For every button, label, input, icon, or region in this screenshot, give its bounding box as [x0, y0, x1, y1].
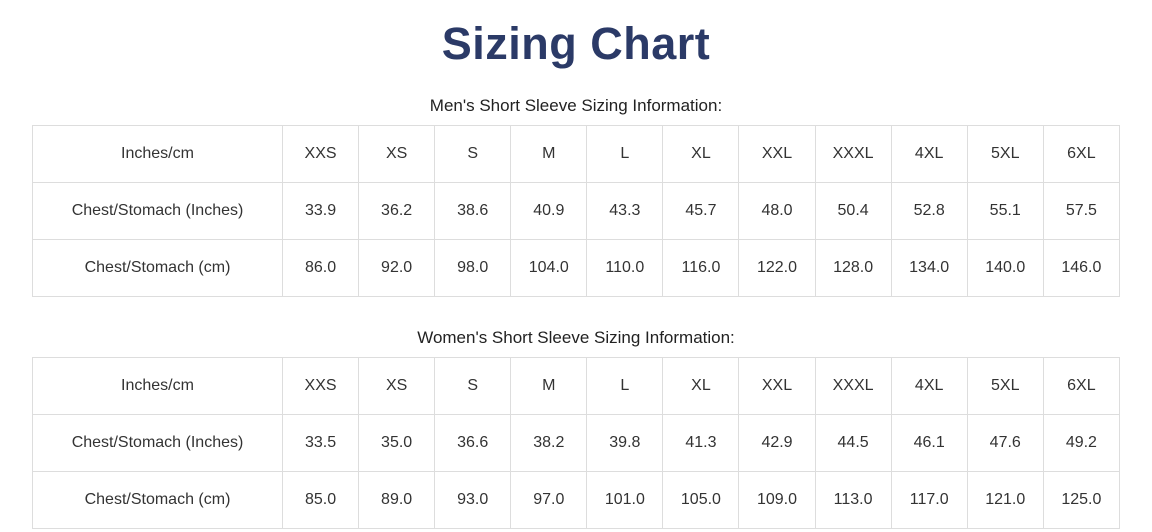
row-label-cell: Chest/Stomach (Inches)	[32, 414, 283, 472]
measurement-cell: 50.4	[814, 182, 892, 240]
size-header-cell: M	[510, 357, 588, 415]
size-header-cell: 6XL	[1042, 357, 1121, 415]
measurement-row: Chest/Stomach (cm) 86.0 92.0 98.0 104.0 110.0…	[32, 239, 1121, 297]
measurement-cell: 117.0	[890, 471, 968, 529]
measurement-cell: 40.9	[510, 182, 588, 240]
measurement-cell: 55.1	[966, 182, 1044, 240]
measurement-cell: 121.0	[966, 471, 1044, 529]
measurement-cell: 35.0	[358, 414, 436, 472]
size-header-cell: 5XL	[966, 357, 1044, 415]
measurement-cell: 101.0	[586, 471, 664, 529]
units-header-cell: Inches/cm	[32, 125, 283, 183]
size-header-cell: XXS	[281, 357, 360, 415]
measurement-cell: 110.0	[586, 239, 664, 297]
row-label-cell: Chest/Stomach (cm)	[32, 239, 283, 297]
measurement-cell: 109.0	[738, 471, 816, 529]
measurement-cell: 36.2	[358, 182, 436, 240]
size-header-cell: XXS	[281, 125, 360, 183]
measurement-cell: 52.8	[890, 182, 968, 240]
measurement-cell: 86.0	[281, 239, 360, 297]
size-header-cell: L	[586, 357, 664, 415]
units-header-cell: Inches/cm	[32, 357, 283, 415]
measurement-cell: 43.3	[586, 182, 664, 240]
size-header-cell: XL	[662, 125, 740, 183]
measurement-cell: 92.0	[358, 239, 436, 297]
measurement-row: Chest/Stomach (cm) 85.0 89.0 93.0 97.0 101.0 1…	[32, 471, 1121, 529]
measurement-cell: 57.5	[1042, 182, 1121, 240]
row-label-cell: Chest/Stomach (Inches)	[32, 182, 283, 240]
measurement-cell: 122.0	[738, 239, 816, 297]
measurement-cell: 41.3	[662, 414, 740, 472]
measurement-cell: 44.5	[814, 414, 892, 472]
page-title: Sizing Chart	[441, 18, 711, 69]
size-header-cell: 4XL	[890, 357, 968, 415]
measurement-cell: 89.0	[358, 471, 436, 529]
measurement-cell: 33.5	[281, 414, 360, 472]
size-header-cell: XS	[358, 125, 436, 183]
size-header-cell: XXL	[738, 125, 816, 183]
size-header-row: Inches/cm XXS XS S M L XL XXL XXXL 4XL 5XL 6XL	[32, 125, 1121, 183]
size-header-cell: XXL	[738, 357, 816, 415]
measurement-row: Chest/Stomach (Inches) 33.9 36.2 38.6 40.9 43…	[32, 182, 1121, 240]
measurement-cell: 93.0	[434, 471, 512, 529]
measurement-cell: 38.2	[510, 414, 588, 472]
row-label-cell: Chest/Stomach (cm)	[32, 471, 283, 529]
measurement-cell: 97.0	[510, 471, 588, 529]
size-header-cell: 6XL	[1042, 125, 1121, 183]
measurement-cell: 140.0	[966, 239, 1044, 297]
size-header-cell: L	[586, 125, 664, 183]
measurement-cell: 98.0	[434, 239, 512, 297]
measurement-cell: 47.6	[966, 414, 1044, 472]
size-header-cell: M	[510, 125, 588, 183]
measurement-cell: 42.9	[738, 414, 816, 472]
size-header-cell: XXXL	[814, 357, 892, 415]
measurement-cell: 146.0	[1042, 239, 1121, 297]
measurement-cell: 39.8	[586, 414, 664, 472]
size-header-cell: XS	[358, 357, 436, 415]
measurement-cell: 48.0	[738, 182, 816, 240]
size-header-cell: 4XL	[890, 125, 968, 183]
measurement-cell: 134.0	[890, 239, 968, 297]
measurement-row: Chest/Stomach (Inches) 33.5 35.0 36.6 38.2 39…	[32, 414, 1121, 472]
measurement-cell: 128.0	[814, 239, 892, 297]
size-header-cell: XXXL	[814, 125, 892, 183]
womens-sizing-table: Inches/cm XXS XS S M L XL XXL XXXL 4XL 5XL 6XL Chest…	[32, 357, 1121, 529]
measurement-cell: 116.0	[662, 239, 740, 297]
size-header-cell: XL	[662, 357, 740, 415]
measurement-cell: 105.0	[662, 471, 740, 529]
measurement-cell: 33.9	[281, 182, 360, 240]
size-header-cell: 5XL	[966, 125, 1044, 183]
measurement-cell: 104.0	[510, 239, 588, 297]
size-header-row: Inches/cm XXS XS S M L XL XXL XXXL 4XL 5XL 6XL	[32, 357, 1121, 415]
size-header-cell: S	[434, 125, 512, 183]
measurement-cell: 38.6	[434, 182, 512, 240]
measurement-cell: 125.0	[1042, 471, 1121, 529]
mens-sizing-table: Inches/cm XXS XS S M L XL XXL XXXL 4XL 5XL 6XL Chest…	[32, 125, 1121, 297]
measurement-cell: 85.0	[281, 471, 360, 529]
mens-section-heading: Men's Short Sleeve Sizing Information:	[429, 96, 723, 115]
measurement-cell: 49.2	[1042, 414, 1121, 472]
measurement-cell: 45.7	[662, 182, 740, 240]
womens-section-heading: Women's Short Sleeve Sizing Information:	[417, 328, 735, 347]
size-header-cell: S	[434, 357, 512, 415]
measurement-cell: 46.1	[890, 414, 968, 472]
measurement-cell: 36.6	[434, 414, 512, 472]
measurement-cell: 113.0	[814, 471, 892, 529]
